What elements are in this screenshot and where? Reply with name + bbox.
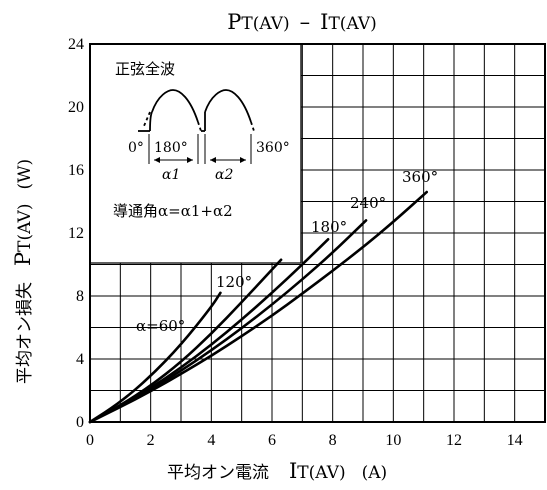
curve-1 <box>88 258 283 424</box>
curve-label-120: 120° <box>216 273 252 291</box>
x-tick-label: 10 <box>385 432 401 449</box>
curve-label-180: 180° <box>311 218 347 236</box>
y-tick-label: 0 <box>76 414 84 431</box>
x-tick-label: 14 <box>507 432 523 449</box>
y-tick-label: 16 <box>68 162 84 179</box>
curve-0 <box>88 291 222 424</box>
plot-frame <box>89 43 546 423</box>
inset-alpha2: α2 <box>215 167 233 183</box>
y-tick-label: 12 <box>68 225 84 242</box>
x-tick-label: 0 <box>86 432 94 449</box>
curves <box>88 190 428 424</box>
y-tick-labels: 0 4 8 12 16 20 24 <box>68 36 84 431</box>
inset-alpha1: α1 <box>162 167 180 183</box>
inset-box <box>90 44 301 263</box>
inset-label-0: 0° <box>128 140 144 156</box>
curve-label-60: α=60° <box>136 317 185 335</box>
curve-2 <box>88 238 330 424</box>
x-tick-label: 8 <box>329 432 337 449</box>
inset-label-180: 180° <box>154 140 188 156</box>
plot-border <box>89 43 546 423</box>
y-tick-label: 8 <box>76 288 84 305</box>
x-axis-label: 平均オン電流 IT(AV) (A) <box>167 459 387 483</box>
y-tick-label: 24 <box>68 36 84 53</box>
inset-title: 正弦全波 <box>115 60 175 78</box>
chart-title: PT(AV) – IT(AV) <box>227 10 377 34</box>
x-tick-label: 4 <box>207 432 215 449</box>
inset-conduction: 導通角α=α1+α2 <box>113 202 233 220</box>
x-tick-labels: 0 2 4 6 8 10 12 14 <box>86 432 523 449</box>
x-tick-label: 2 <box>147 432 155 449</box>
curve-label-240: 240° <box>350 194 386 212</box>
x-tick-label: 12 <box>446 432 462 449</box>
y-axis-label: 平均オン損失PT(AV)(W) <box>11 159 35 384</box>
curve-4 <box>88 190 428 424</box>
y-tick-label: 4 <box>76 351 84 368</box>
x-tick-label: 6 <box>268 432 276 449</box>
inset-label-360: 360° <box>256 140 290 156</box>
sine-waveform <box>138 89 255 164</box>
curve-label-360: 360° <box>402 168 438 186</box>
y-tick-label: 20 <box>68 99 84 116</box>
